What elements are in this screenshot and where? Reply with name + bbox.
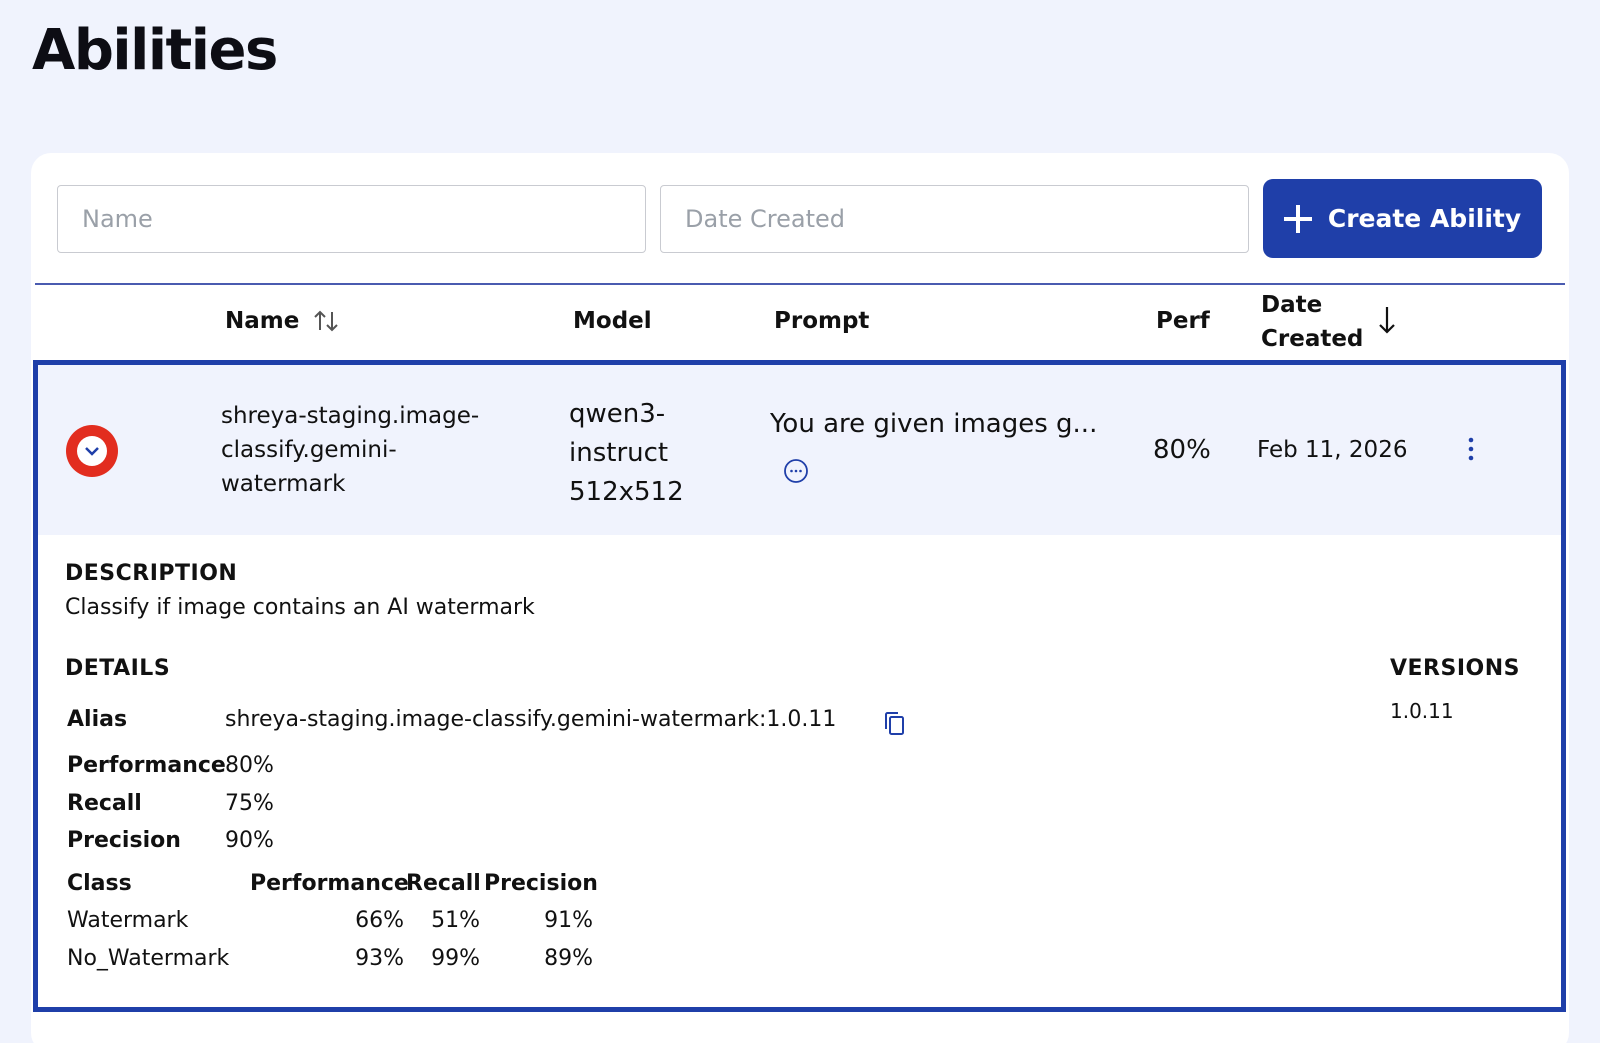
- alias-value: shreya-staging.image-classify.gemini-wat…: [225, 707, 837, 732]
- table-row[interactable]: shreya-staging.image- classify.gemini- w…: [38, 365, 1561, 535]
- expanded-ability-row: shreya-staging.image- classify.gemini- w…: [33, 360, 1566, 1012]
- cell-model-line: 512x512: [569, 477, 684, 507]
- recall-label: Recall: [67, 791, 142, 816]
- class-row-precision: 89%: [544, 946, 593, 971]
- recall-value: 75%: [225, 791, 274, 816]
- class-row-performance: 93%: [355, 946, 404, 971]
- class-row-recall: 51%: [431, 908, 480, 933]
- plus-icon: [1283, 204, 1312, 233]
- class-table-header-recall: Recall: [406, 871, 481, 896]
- column-header-model[interactable]: Model: [573, 308, 652, 334]
- class-table-header-precision: Precision: [484, 871, 598, 896]
- table-header-divider: [35, 283, 1565, 285]
- copy-icon[interactable]: [883, 710, 907, 738]
- description-label: DESCRIPTION: [65, 561, 238, 586]
- sort-descending-icon[interactable]: [1377, 305, 1397, 335]
- column-header-date-line2: Created: [1261, 326, 1364, 352]
- more-horizontal-circle-icon[interactable]: [783, 458, 809, 484]
- class-table-header-performance: Performance: [250, 871, 409, 896]
- column-header-date-line1: Date: [1261, 292, 1323, 318]
- precision-label: Precision: [67, 828, 181, 853]
- details-label: DETAILS: [65, 656, 171, 681]
- performance-label: Performance: [67, 753, 226, 778]
- column-header-name-label: Name: [225, 308, 300, 334]
- column-header-date-created[interactable]: Date Created: [1261, 288, 1363, 356]
- class-row-name: Watermark: [67, 908, 189, 933]
- cell-name-line: classify.gemini-: [221, 437, 397, 463]
- date-created-filter-input[interactable]: [660, 185, 1249, 253]
- abilities-card: Create Ability Name Model Prompt Perf Da…: [31, 153, 1569, 1043]
- page-title: Abilities: [32, 18, 278, 83]
- cell-model: qwen3- instruct 512x512: [569, 395, 719, 512]
- cell-perf: 80%: [1153, 435, 1211, 465]
- class-row-name: No_Watermark: [67, 946, 230, 971]
- alias-label: Alias: [67, 707, 128, 732]
- class-row-performance: 66%: [355, 908, 404, 933]
- class-row-recall: 99%: [431, 946, 480, 971]
- more-vertical-icon[interactable]: [1466, 435, 1476, 463]
- versions-label: VERSIONS: [1390, 656, 1520, 681]
- create-ability-button[interactable]: Create Ability: [1263, 179, 1542, 258]
- cell-model-line: instruct: [569, 438, 669, 468]
- cell-date-created: Feb 11, 2026: [1257, 437, 1408, 463]
- collapse-row-button[interactable]: [66, 425, 118, 477]
- class-row-precision: 91%: [544, 908, 593, 933]
- cell-name: shreya-staging.image- classify.gemini- w…: [221, 399, 521, 501]
- column-header-prompt[interactable]: Prompt: [774, 308, 870, 334]
- cell-prompt: You are given images g...: [770, 409, 1098, 439]
- performance-value: 80%: [225, 753, 274, 778]
- column-header-perf[interactable]: Perf: [1156, 308, 1210, 334]
- cell-name-line: shreya-staging.image-: [221, 403, 480, 429]
- description-text: Classify if image contains an AI waterma…: [65, 595, 535, 620]
- column-header-name[interactable]: Name: [225, 308, 339, 334]
- name-filter-input[interactable]: [57, 185, 646, 253]
- chevron-down-icon: [77, 436, 107, 466]
- create-ability-label: Create Ability: [1327, 204, 1522, 233]
- cell-name-line: watermark: [221, 471, 346, 497]
- version-item[interactable]: 1.0.11: [1390, 699, 1454, 723]
- sort-toggle-icon[interactable]: [313, 308, 339, 334]
- cell-model-line: qwen3-: [569, 399, 666, 429]
- class-table-header-class: Class: [67, 871, 132, 896]
- precision-value: 90%: [225, 828, 274, 853]
